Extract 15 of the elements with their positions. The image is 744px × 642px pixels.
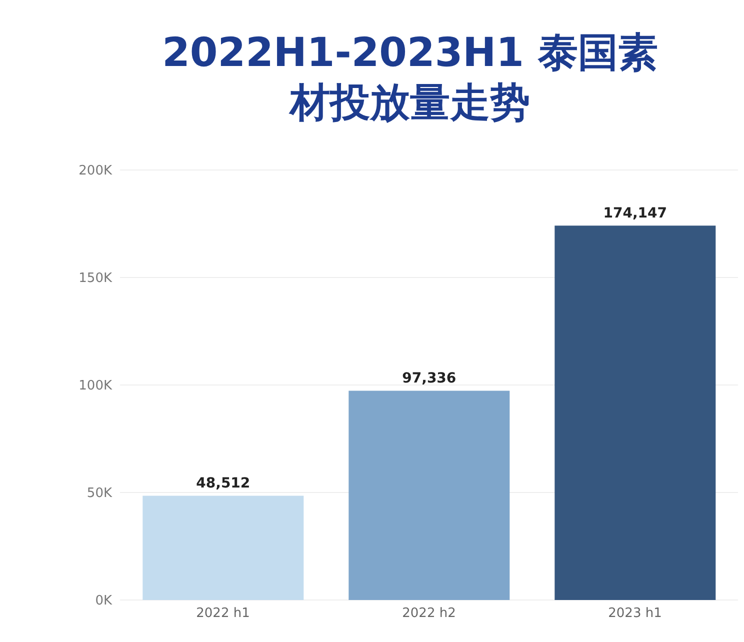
y-tick-label: 50K	[86, 486, 112, 502]
bar	[554, 226, 716, 600]
x-tick-label: 2022 h1	[196, 606, 250, 622]
bar	[348, 390, 510, 600]
x-tick-label: 2022 h2	[402, 606, 456, 622]
y-tick-label: 100K	[78, 378, 112, 394]
data-label: 174,147	[603, 206, 668, 222]
chart-title: 2022H1-2023H1 泰国素材投放量走势	[162, 29, 658, 128]
bar	[142, 496, 304, 600]
y-tick-label: 150K	[78, 271, 112, 286]
data-label: 48,512	[196, 476, 250, 492]
y-tick-label: 200K	[78, 164, 112, 179]
data-label: 97,336	[402, 370, 456, 387]
x-tick-label: 2023 h1	[608, 606, 662, 622]
y-tick-label: 0K	[95, 594, 112, 609]
